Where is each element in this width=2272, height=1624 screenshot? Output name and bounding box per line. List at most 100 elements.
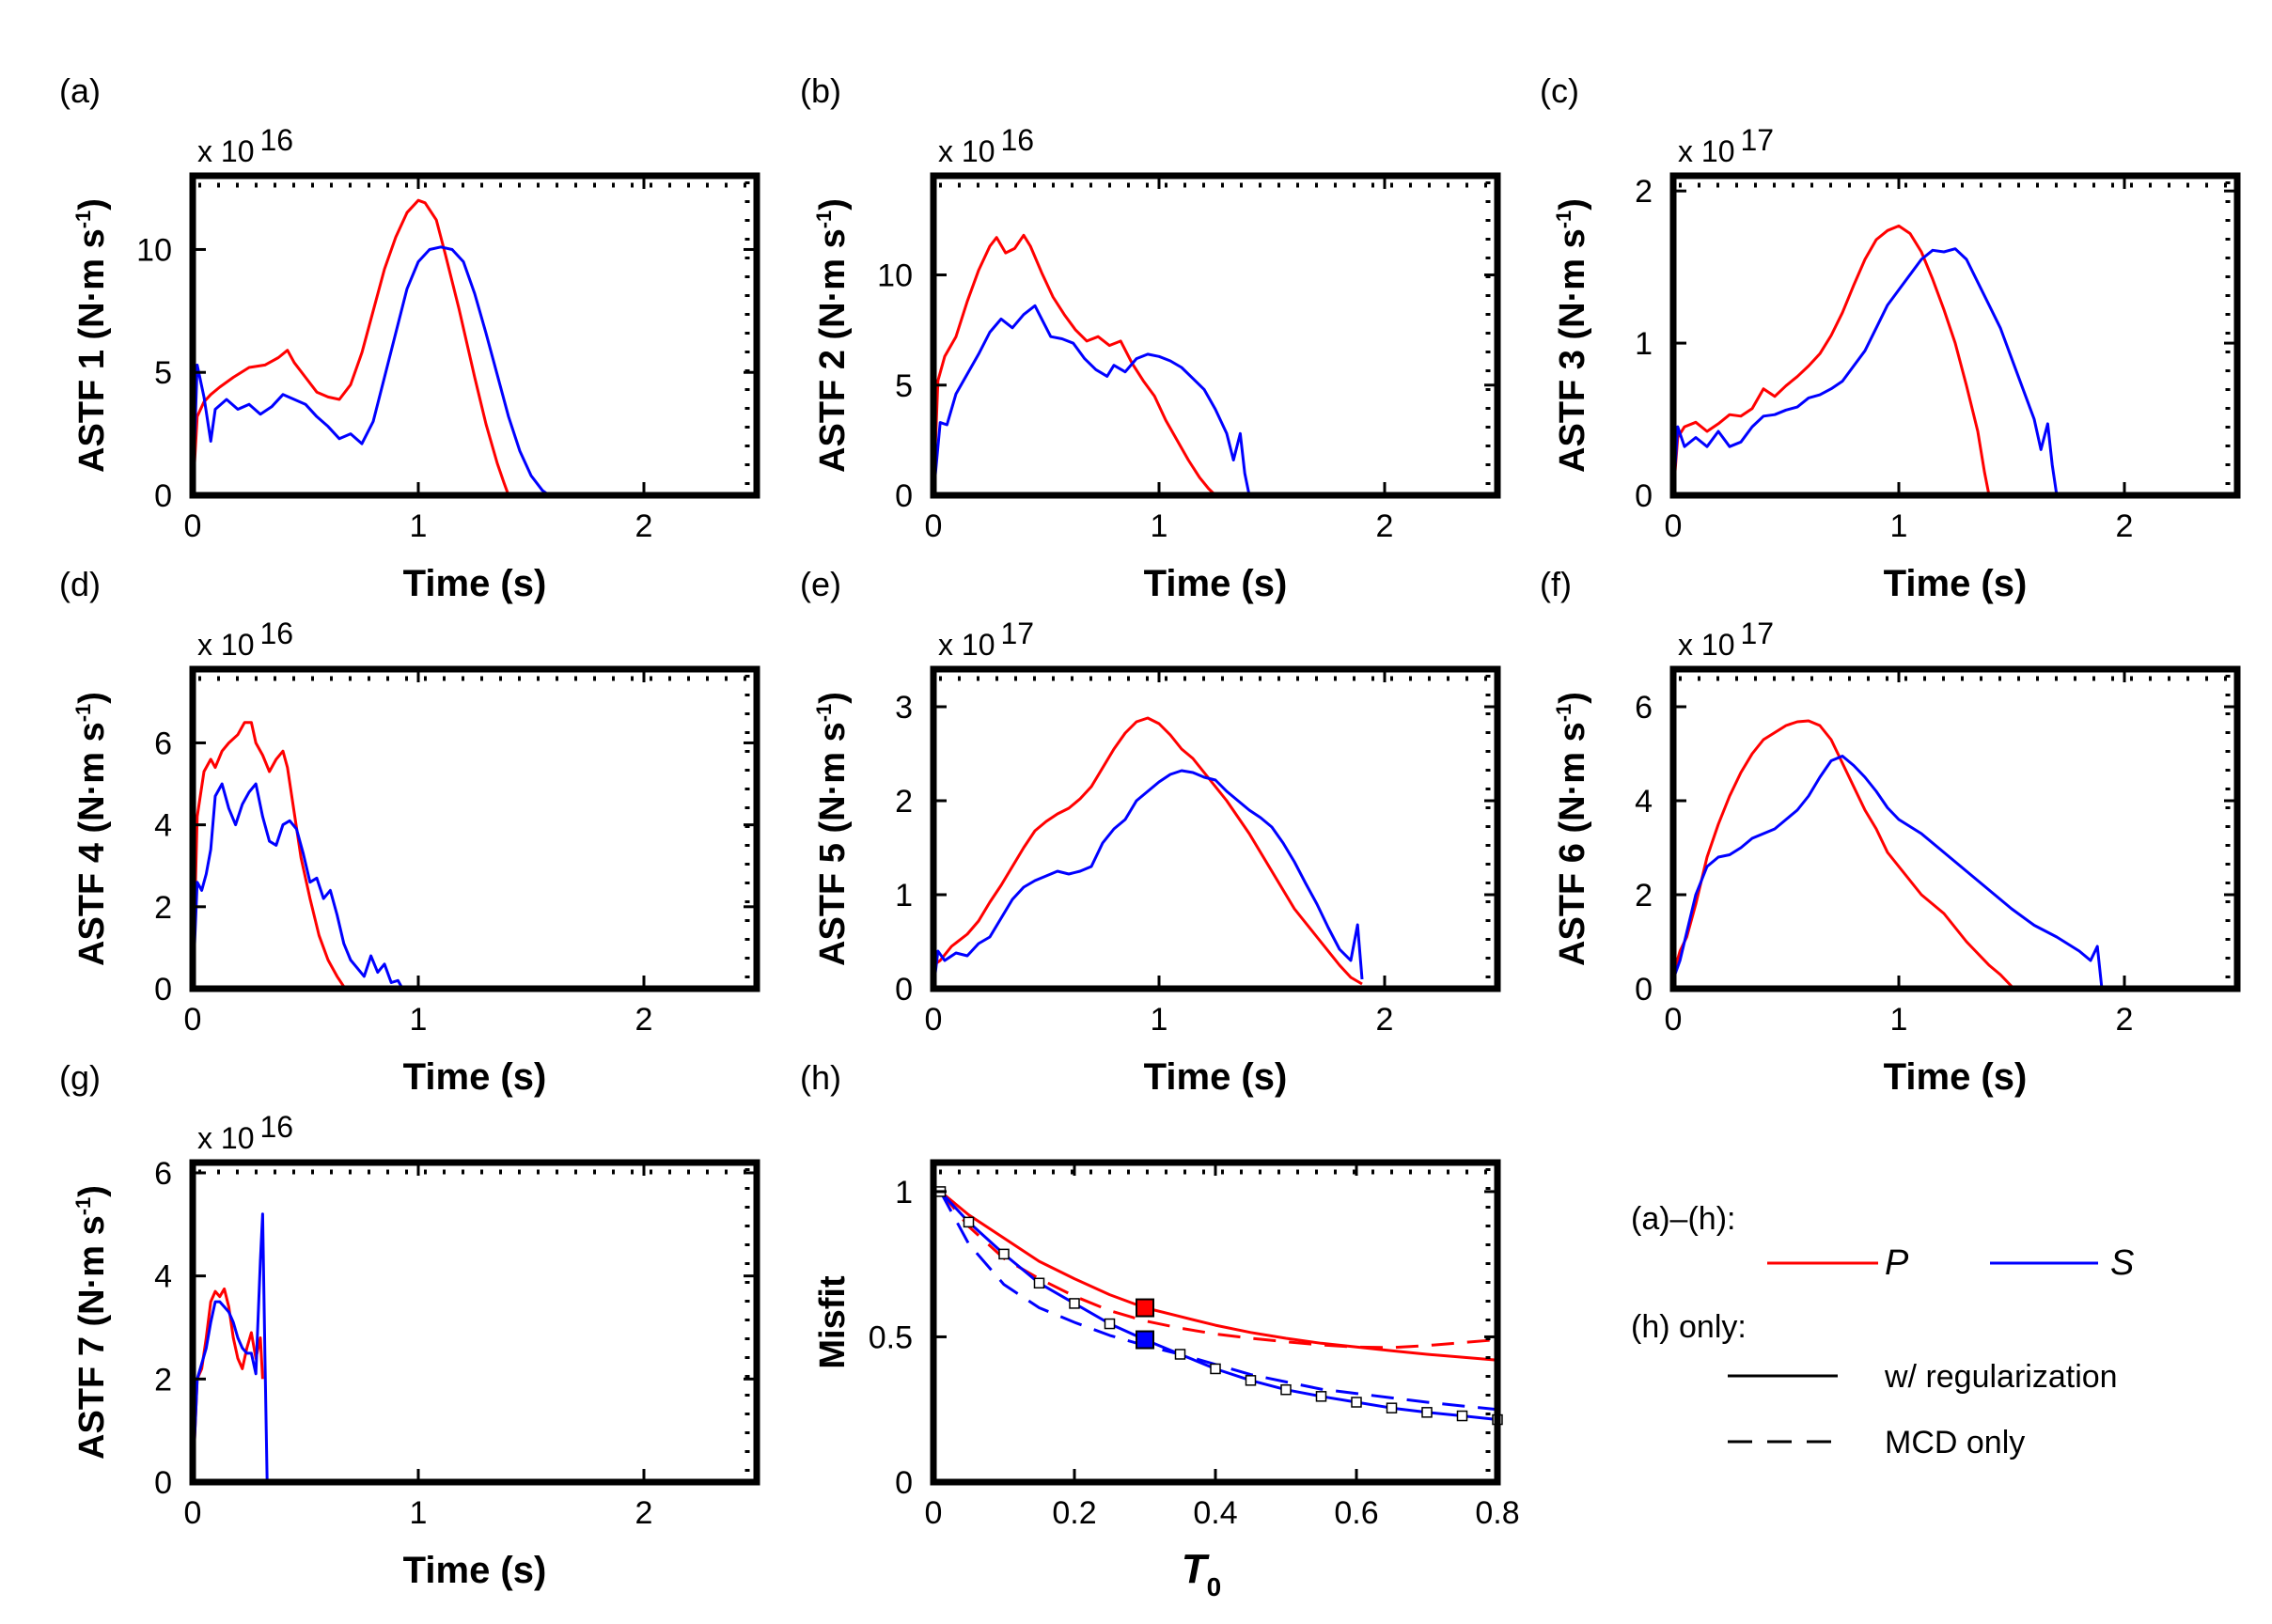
marker-open-square [1033, 1277, 1045, 1289]
multiplier-b: x 10 16 [938, 123, 1034, 168]
panel-label-b: (b) [800, 71, 841, 110]
legend-p-label: P [1885, 1243, 1909, 1283]
legend-dashed-label: MCD only [1885, 1425, 2025, 1460]
x-tick-label: 1 [1151, 508, 1168, 544]
x-tick-label: 1 [1151, 1002, 1168, 1038]
series-c-S-line [1673, 247, 2059, 495]
panel-h: (h) 0 0.2 0.4 0.6 0.8 0 0.5 1 T0 Misfit [800, 1058, 1520, 1601]
marker-open-square [1280, 1383, 1292, 1396]
series-h-S-dashed-line [939, 1191, 1497, 1412]
marker-open-square [1351, 1397, 1362, 1408]
axes-frame-e [930, 665, 1501, 992]
series-a-P-line [193, 198, 510, 495]
axes-frame-a [189, 172, 760, 499]
y-axis-label-d: ASTF 4 (N·m s-1) [71, 692, 112, 966]
x-tick-label: 1 [410, 508, 428, 544]
panel-c: (c) x 10 17 0 1 2 0 1 2 Time (s) ASTF 3 (N·m s-1) [1540, 71, 2241, 604]
legend-h-only-label: (h) only: [1631, 1309, 1747, 1345]
y-tick-label: 0 [154, 1465, 172, 1501]
y-tick-label: 5 [154, 355, 172, 391]
series-group-a [193, 198, 551, 495]
y-tick-label: 1 [895, 1175, 913, 1210]
x-tick-label: 0.6 [1334, 1495, 1378, 1531]
y-tick-label: 4 [1635, 784, 1653, 820]
panel-label-a: (a) [59, 71, 101, 110]
marker-open-square [1210, 1363, 1221, 1375]
panel-label-f: (f) [1540, 565, 1572, 603]
multiplier-e: x 10 17 [938, 617, 1034, 662]
y-tick-label: 6 [1635, 690, 1653, 726]
y-tick-label: 2 [154, 890, 172, 926]
y-tick-label: 0 [154, 478, 172, 514]
series-e-S-line [933, 769, 1364, 989]
x-tick-label: 0 [184, 508, 202, 544]
x-axis-label-h: T0 [1182, 1546, 1221, 1601]
multiplier-c: x 10 17 [1678, 123, 1774, 168]
series-e-P-line [933, 716, 1363, 986]
panel-f: (f) x 10 17 0 1 2 0 2 4 6 Time (s) ASTF 6 (N·m s-1) [1540, 565, 2241, 1098]
x-tick-label: 0 [925, 1495, 943, 1531]
x-tick-label: 2 [1376, 508, 1394, 544]
x-axis-label-g: Time (s) [403, 1550, 547, 1591]
y-axis-label-a: ASTF 1 (N·m s-1) [71, 198, 112, 473]
panel-b: (b) x 10 16 0 1 2 0 5 10 Time (s) ASTF 2 (N·m s-1) [800, 71, 1501, 604]
x-tick-label: 0 [925, 508, 943, 544]
marker-open-square [1386, 1402, 1398, 1413]
x-tick-label: 1 [1890, 1002, 1908, 1038]
marker-open-square [1104, 1318, 1116, 1330]
panel-label-g: (g) [59, 1058, 101, 1097]
y-tick-label: 10 [877, 258, 913, 294]
x-tick-label: 2 [635, 508, 653, 544]
y-tick-label: 2 [154, 1362, 172, 1398]
series-c-P-line [1673, 224, 1991, 495]
x-tick-label: 0.4 [1193, 1495, 1237, 1531]
series-a-S-line [193, 245, 551, 495]
marker-open-square [1245, 1375, 1257, 1386]
panel-label-e: (e) [800, 565, 841, 603]
panel-d: (d) x 10 16 0 1 2 0 2 4 6 Time (s) ASTF 4 (N·m s-1) [59, 565, 760, 1098]
x-tick-label: 2 [2116, 508, 2134, 544]
series-group-b [933, 233, 1251, 495]
x-tick-label: 0 [925, 1002, 943, 1038]
y-tick-label: 4 [154, 808, 172, 844]
x-axis-label-e: Time (s) [1144, 1056, 1288, 1098]
panel-label-c: (c) [1540, 71, 1579, 110]
y-tick-label: 0 [1635, 972, 1653, 1007]
marker-open-square [998, 1248, 1010, 1260]
marker-selected-P [1136, 1298, 1154, 1318]
series-b-P-line [933, 233, 1217, 495]
axes-frame-b [930, 172, 1501, 499]
x-tick-label: 0.2 [1052, 1495, 1096, 1531]
panel-a: (a) x 10 16 0 1 2 0 5 10 Time (s) ASTF 1 (N·m s-1) [59, 71, 760, 604]
x-tick-label: 0 [1665, 1002, 1683, 1038]
series-h-P-solid-line [939, 1190, 1497, 1362]
y-tick-label: 0 [1635, 478, 1653, 514]
marker-open-square [1069, 1298, 1080, 1309]
x-tick-label: 2 [2116, 1002, 2134, 1038]
y-tick-label: 0 [895, 478, 913, 514]
series-group-h [939, 1190, 1497, 1421]
legend-range-label: (a)–(h): [1631, 1201, 1735, 1237]
marker-selected-S [1136, 1330, 1154, 1350]
x-tick-label: 0 [184, 1002, 202, 1038]
axes-frame-h [930, 1159, 1501, 1486]
x-tick-label: 2 [635, 1002, 653, 1038]
y-tick-label: 2 [895, 784, 913, 820]
x-axis-label-a: Time (s) [403, 563, 547, 604]
axes-frame-g [189, 1159, 760, 1486]
axes-frame-f [1669, 665, 2241, 992]
y-tick-label: 0.5 [869, 1320, 913, 1355]
series-group-d [193, 721, 404, 989]
series-d-S-line [193, 782, 404, 989]
panel-g: (g) x 10 16 0 1 2 0 2 4 6 Time (s) ASTF 7 (N·m s-1) [59, 1058, 760, 1591]
y-tick-label: 6 [154, 726, 172, 761]
legend-solid-label: w/ regularization [1884, 1359, 2118, 1395]
y-tick-label: 3 [895, 690, 913, 726]
x-tick-label: 0 [184, 1495, 202, 1531]
y-tick-label: 0 [895, 972, 913, 1007]
y-tick-label: 1 [1635, 326, 1653, 362]
x-axis-label-d: Time (s) [403, 1056, 547, 1098]
y-tick-label: 2 [1635, 878, 1653, 914]
multiplier-g: x 10 16 [197, 1110, 293, 1155]
